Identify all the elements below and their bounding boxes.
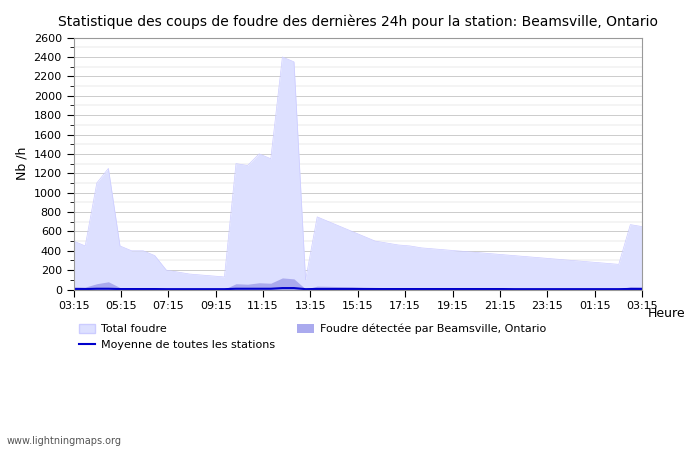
Y-axis label: Nb /h: Nb /h [15, 147, 28, 180]
Text: Heure: Heure [648, 307, 685, 320]
Text: www.lightningmaps.org: www.lightningmaps.org [7, 436, 122, 446]
Title: Statistique des coups de foudre des dernières 24h pour la station: Beamsville, O: Statistique des coups de foudre des dern… [58, 15, 658, 30]
Legend: Total foudre, Moyenne de toutes les stations, Foudre détectée par Beamsville, On: Total foudre, Moyenne de toutes les stat… [74, 320, 550, 355]
